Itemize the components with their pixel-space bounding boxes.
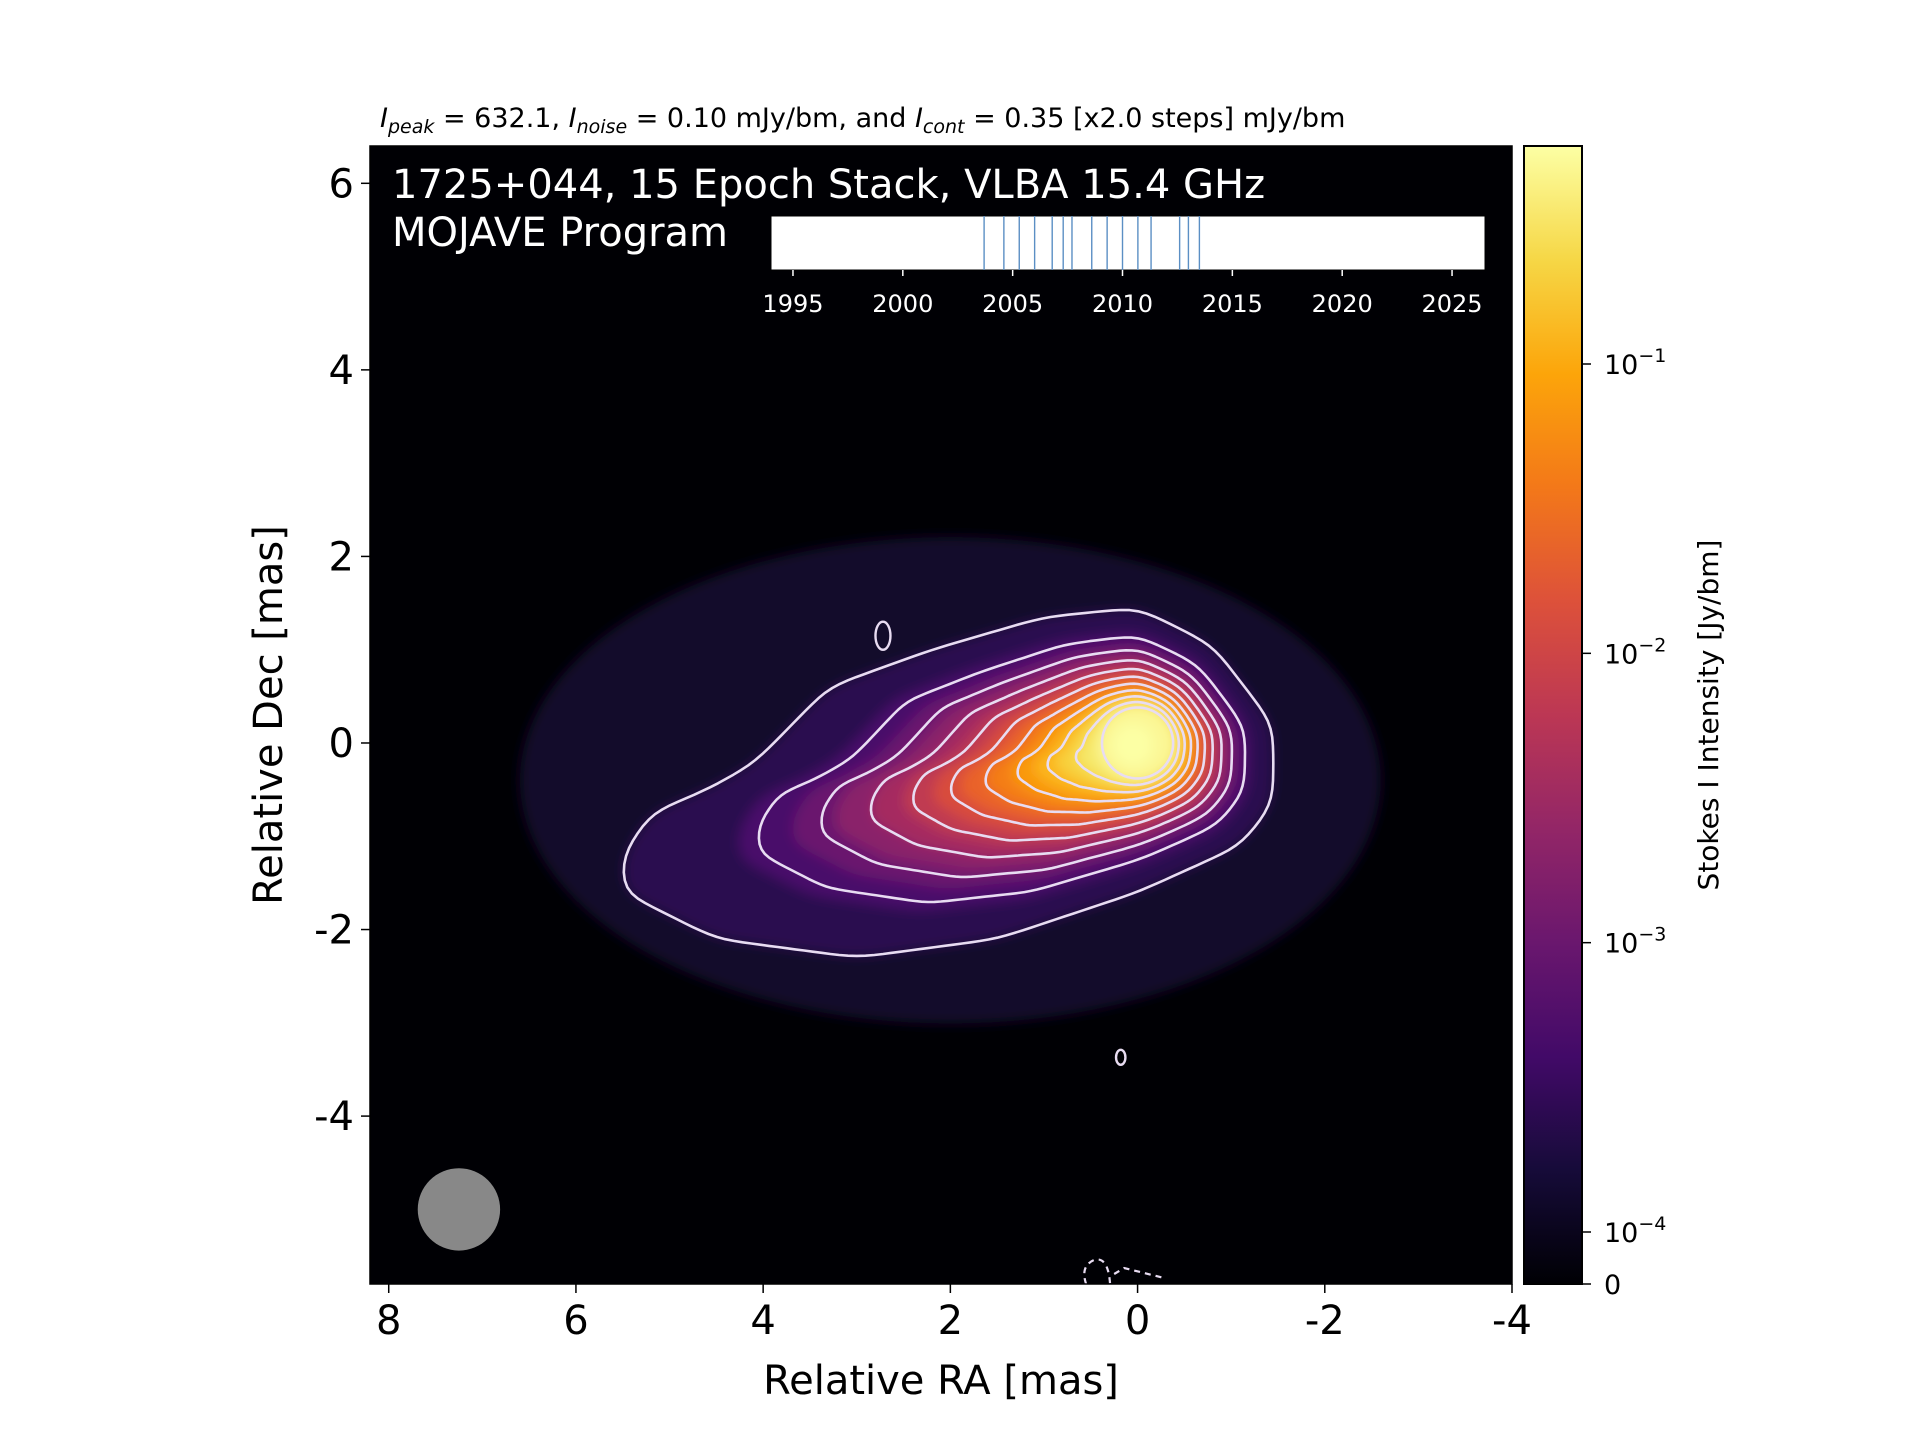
timeline-tick-label: 2000 [872,290,933,318]
timeline-tick-label: 1995 [762,290,823,318]
x-axis: 8 6 4 2 0 -2 -4 [376,1284,1532,1344]
colorbar-tick-label: 10−2 [1604,634,1666,670]
y-axis-label: Relative Dec [mas] [246,525,292,905]
contour-level-3 [820,649,1234,879]
contour-level-1 [622,608,1275,958]
contour-level-6 [949,675,1207,827]
contour-level-11 [1100,706,1175,780]
x-tick-label: 8 [376,1298,401,1344]
timeline-tick-label: 2010 [1092,290,1153,318]
colorbar-tick-label: 10−4 [1604,1213,1666,1249]
contour-level-7 [984,682,1199,814]
negative-contour-a [1083,1258,1112,1284]
y-axis: 6 4 2 0 -2 -4 [314,161,370,1140]
isolated-contour-north [874,620,892,651]
contour-level-2 [757,636,1247,904]
x-tick-label: 4 [750,1298,775,1344]
timeline-tick-label: 2025 [1422,290,1483,318]
x-tick-label: -4 [1492,1298,1532,1344]
x-axis-label: Relative RA [mas] [763,1358,1119,1404]
colorbar-tick-label: 0 [1604,1270,1621,1301]
x-tick-label: -2 [1305,1298,1345,1344]
stats-line: Ipeak = 632.1, Inoise = 0.10 mJy/bm, and… [380,103,1345,138]
colorbar-gradient [1523,145,1583,1285]
contour-lines [622,608,1275,958]
colorbar-tick-label: 10−3 [1604,924,1666,960]
contour-level-8 [1016,688,1193,803]
y-tick-label: -4 [314,1094,354,1140]
epochs-timeline: 1995 2000 2005 2010 2015 2020 2025 [762,215,1486,318]
beam-ellipse [417,1168,501,1251]
colorbar-tick-label: 10−1 [1604,345,1666,381]
y-tick-label: 0 [329,721,354,767]
plot-frame [369,145,1513,1285]
timeline-tick-label: 2005 [982,290,1043,318]
contour-level-5 [912,667,1214,842]
core-peak [1112,724,1154,766]
y-tick-label: 2 [329,534,354,580]
chart-subtitle: MOJAVE Program [392,210,728,256]
epoch-markers [983,216,1201,270]
contour-level-9 [1046,695,1186,794]
colorbar: 10−1 10−2 10−3 10−4 0 Stokes I Intensity [Jy… [1523,145,1725,1301]
x-tick-label: 0 [1125,1298,1150,1344]
isolated-contours [874,620,1165,1284]
timeline-box [770,215,1486,271]
jet-emission [519,536,1381,1024]
colorbar-ticks: 10−1 10−2 10−3 10−4 0 [1582,345,1666,1301]
timeline-axis: 1995 2000 2005 2010 2015 2020 2025 [762,270,1483,318]
x-tick-label: 2 [938,1298,963,1344]
chart-title: 1725+044, 15 Epoch Stack, VLBA 15.4 GHz [392,162,1265,208]
negative-contour-b [1113,1266,1165,1280]
colorbar-label: Stokes I Intensity [Jy/bm] [1692,540,1725,891]
intensity-map [369,145,1513,1285]
contour-level-4 [869,659,1223,859]
y-tick-label: 6 [329,161,354,207]
timeline-tick-label: 2015 [1202,290,1263,318]
y-tick-label: 4 [329,348,354,394]
timeline-tick-label: 2020 [1312,290,1373,318]
isolated-contour-south [1114,1048,1127,1067]
x-tick-label: 6 [563,1298,588,1344]
y-tick-label: -2 [314,908,354,954]
contour-level-10 [1074,700,1181,787]
